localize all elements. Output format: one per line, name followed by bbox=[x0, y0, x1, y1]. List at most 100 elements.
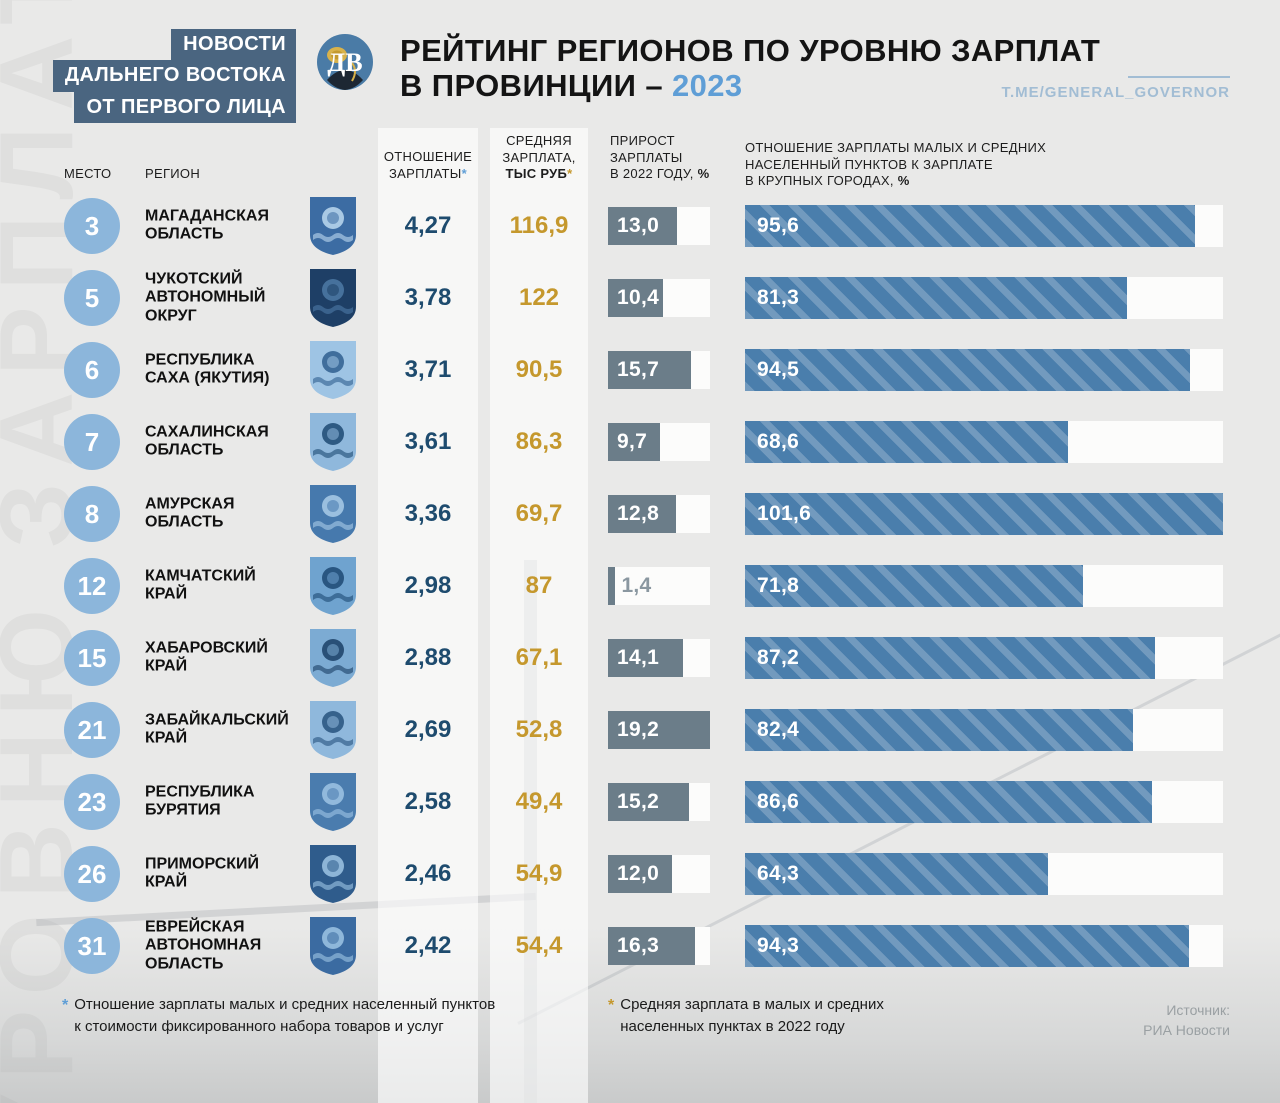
urban-ratio-bar: 64,3 bbox=[745, 853, 1048, 895]
ratio-value: 3,36 bbox=[404, 500, 452, 527]
salary-value: 49,4 bbox=[515, 788, 563, 815]
urban-ratio-bar-track: 71,8 bbox=[745, 565, 1223, 607]
region-name: ЕВРЕЙСКАЯ АВТОНОМНАЯ ОБЛАСТЬ bbox=[145, 918, 262, 973]
table-row: 26 ПРИМОРСКИЙ КРАЙ 2,46 54,9 12,0 64,3 bbox=[0, 838, 1280, 910]
region-name: РЕСПУБЛИКА БУРЯТИЯ bbox=[145, 783, 255, 819]
region-name: МАГАДАНСКАЯ ОБЛАСТЬ bbox=[145, 207, 269, 243]
urban-ratio-value-label: 87,2 bbox=[757, 646, 800, 669]
urban-ratio-value-label: 94,3 bbox=[757, 934, 800, 957]
urban-ratio-value-label: 71,8 bbox=[757, 574, 800, 597]
source-credit: Источник: РИА Новости bbox=[1143, 1002, 1230, 1039]
salary-value: 87 bbox=[525, 572, 553, 599]
place-badge: 8 bbox=[64, 486, 120, 542]
urban-ratio-bar: 94,3 bbox=[745, 925, 1189, 967]
ratio-asterisk: * bbox=[461, 165, 467, 181]
urban-ratio-bar: 86,6 bbox=[745, 781, 1153, 823]
table-row: 15 ХАБАРОВСКИЙ КРАЙ 2,88 67,1 14,1 87,2 bbox=[0, 622, 1280, 694]
growth-value-label: 15,7 bbox=[617, 358, 660, 381]
region-emblem-icon bbox=[306, 843, 360, 905]
region-name: КАМЧАТСКИЙ КРАЙ bbox=[145, 567, 256, 603]
ratio-value: 3,78 bbox=[404, 284, 452, 311]
place-badge: 15 bbox=[64, 630, 120, 686]
salary-value: 122 bbox=[518, 284, 560, 311]
region-name: ЗАБАЙКАЛЬСКИЙ КРАЙ bbox=[145, 711, 289, 747]
ratio-value: 3,61 bbox=[404, 428, 452, 455]
urban-ratio-bar-track: 81,3 bbox=[745, 277, 1223, 319]
urban-ratio-value-label: 95,6 bbox=[757, 214, 800, 237]
region-emblem-icon bbox=[306, 483, 360, 545]
urban-ratio-bar: 81,3 bbox=[745, 277, 1128, 319]
region-name: ХАБАРОВСКИЙ КРАЙ bbox=[145, 639, 268, 675]
logo-letters: ДВ bbox=[327, 48, 362, 77]
region-emblem-icon bbox=[306, 195, 360, 257]
place-badge: 26 bbox=[64, 846, 120, 902]
urban-ratio-bar-track: 87,2 bbox=[745, 637, 1223, 679]
ratio-value: 2,88 bbox=[404, 644, 452, 671]
salary-value: 69,7 bbox=[515, 500, 563, 527]
place-badge: 23 bbox=[64, 774, 120, 830]
region-emblem-icon bbox=[306, 267, 360, 329]
growth-value-label: 12,0 bbox=[617, 862, 660, 885]
ratio-value: 2,69 bbox=[404, 716, 452, 743]
growth-bar: 9,7 bbox=[608, 423, 660, 461]
region-name: РЕСПУБЛИКА САХА (ЯКУТИЯ) bbox=[145, 351, 270, 387]
growth-value-label: 10,4 bbox=[617, 286, 660, 309]
ratio-value: 2,42 bbox=[404, 932, 452, 959]
salary-column-strip bbox=[490, 128, 588, 1103]
salary-asterisk: * bbox=[567, 166, 573, 182]
growth-bar-track: 16,3 bbox=[608, 927, 710, 965]
table-row: 21 ЗАБАЙКАЛЬСКИЙ КРАЙ 2,69 52,8 19,2 82 bbox=[0, 694, 1280, 766]
table-row: 8 АМУРСКАЯ ОБЛАСТЬ 3,36 69,7 12,8 101,6 bbox=[0, 478, 1280, 550]
badge-line-3: ОТ ПЕРВОГО ЛИЦА bbox=[74, 91, 296, 124]
growth-bar: 15,7 bbox=[608, 351, 692, 389]
salary-value: 116,9 bbox=[509, 212, 569, 239]
growth-value-label: 15,2 bbox=[617, 790, 660, 813]
place-badge: 7 bbox=[64, 414, 120, 470]
growth-bar: 13,0 bbox=[608, 207, 678, 245]
growth-value-label: 16,3 bbox=[617, 934, 660, 957]
badge-line-2: ДАЛЬНЕГО ВОСТОКА bbox=[52, 60, 296, 92]
table-row: 5 ЧУКОТСКИЙ АВТОНОМНЫЙ ОКРУГ 3,78 122 10,4 bbox=[0, 262, 1280, 334]
salary-value: 86,3 bbox=[515, 428, 563, 455]
ratio-value: 4,27 bbox=[404, 212, 452, 239]
growth-bar: 12,8 bbox=[608, 495, 676, 533]
place-badge: 12 bbox=[64, 558, 120, 614]
col-header-place: МЕСТО bbox=[64, 166, 112, 181]
title-line-2: В ПРОВИНЦИИ – bbox=[400, 68, 672, 104]
urban-ratio-bar-track: 94,5 bbox=[745, 349, 1223, 391]
region-name: ПРИМОРСКИЙ КРАЙ bbox=[145, 855, 260, 891]
table-row: 31 ЕВРЕЙСКАЯ АВТОНОМНАЯ ОБЛАСТЬ 2,42 54,4 … bbox=[0, 910, 1280, 982]
ratio-value: 2,98 bbox=[404, 572, 452, 599]
col-header-urban-ratio: ОТНОШЕНИЕ ЗАРПЛАТЫ МАЛЫХ И СРЕДНИХ НАСЕЛ… bbox=[745, 140, 1047, 189]
growth-value-label: 13,0 bbox=[617, 214, 660, 237]
urban-ratio-bar-track: 86,6 bbox=[745, 781, 1223, 823]
salary-value: 54,9 bbox=[515, 860, 563, 887]
growth-value-label: 1,4 bbox=[621, 574, 652, 597]
urban-ratio-bar: 68,6 bbox=[745, 421, 1068, 463]
urban-ratio-bar: 94,5 bbox=[745, 349, 1190, 391]
urban-ratio-bar-track: 64,3 bbox=[745, 853, 1223, 895]
growth-bar-track: 19,2 bbox=[608, 711, 710, 749]
growth-value-label: 12,8 bbox=[617, 502, 660, 525]
col-header-ratio: ОТНОШЕНИЕ ЗАРПЛАТЫ* bbox=[383, 149, 473, 181]
place-badge: 21 bbox=[64, 702, 120, 758]
growth-value-label: 19,2 bbox=[617, 718, 660, 741]
channel-logo-icon: ДВ bbox=[316, 33, 374, 91]
growth-bar-track: 9,7 bbox=[608, 423, 710, 461]
footnote-salary-asterisk: * bbox=[608, 997, 615, 1014]
urban-ratio-bar-track: 94,3 bbox=[745, 925, 1223, 967]
growth-bar: 14,1 bbox=[608, 639, 683, 677]
urban-ratio-value-label: 81,3 bbox=[757, 286, 800, 309]
place-badge: 5 bbox=[64, 270, 120, 326]
growth-value-label: 9,7 bbox=[617, 430, 648, 453]
region-emblem-icon bbox=[306, 771, 360, 833]
growth-bar-track: 14,1 bbox=[608, 639, 710, 677]
urban-ratio-bar-track: 101,6 bbox=[745, 493, 1223, 535]
region-emblem-icon bbox=[306, 555, 360, 617]
growth-bar-track: 15,7 bbox=[608, 351, 710, 389]
footnote-ratio-asterisk: * bbox=[62, 997, 69, 1014]
urban-ratio-bar-track: 68,6 bbox=[745, 421, 1223, 463]
telegram-handle[interactable]: T.ME/GENERAL_GOVERNOR bbox=[1001, 84, 1230, 101]
salary-value: 67,1 bbox=[515, 644, 563, 671]
